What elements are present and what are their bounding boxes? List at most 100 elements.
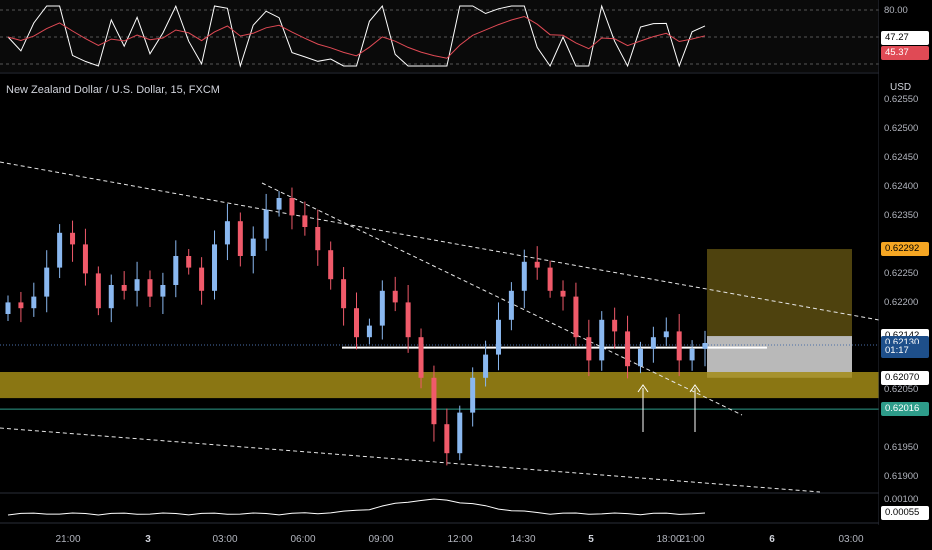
candle-body (328, 250, 334, 280)
candle-body (431, 377, 437, 425)
price-tag: 0.62292 (881, 242, 929, 257)
candle-body (173, 256, 179, 285)
candle-body (134, 279, 140, 291)
rsi-top-label: 80.00 (884, 5, 908, 16)
candle-body (224, 221, 230, 245)
candle-body (276, 198, 282, 210)
time-axis-label: 03:00 (212, 534, 238, 545)
candle-body (82, 244, 88, 274)
time-axis-label: 18:00 (656, 534, 682, 545)
time-axis-label: 12:00 (447, 534, 473, 545)
position-stop-zone[interactable] (707, 336, 852, 378)
symbol-title: New Zealand Dollar / U.S. Dollar, 15, FX… (6, 84, 220, 96)
time-axis-label: 03:00 (838, 534, 864, 545)
candle-body (650, 337, 656, 349)
candle-body (573, 296, 579, 338)
rsi-value-tag: 47.27 (881, 31, 929, 45)
candle-body (483, 354, 489, 378)
position-target-zone[interactable] (707, 249, 852, 337)
candle-body (250, 238, 256, 256)
rsi-ma-tag: 45.37 (881, 46, 929, 60)
candle-body (599, 319, 605, 361)
price-axis-label: 0.62250 (884, 268, 919, 280)
trendline-upper[interactable] (0, 161, 880, 321)
candle-body (625, 331, 631, 367)
candle-body (95, 273, 101, 309)
bottom-indicator-tag: 0.00055 (881, 506, 929, 520)
price-pane (0, 161, 880, 493)
time-axis-label: 5 (588, 534, 594, 545)
time-axis-label: 21:00 (679, 534, 705, 545)
candle-body (676, 331, 682, 361)
time-axis-label: 06:00 (290, 534, 316, 545)
price-axis-label: 0.61950 (884, 442, 919, 454)
price-axis-label: 0.61900 (884, 471, 919, 483)
candle-body (689, 348, 695, 361)
candle-body (547, 267, 553, 291)
candle-body (315, 227, 321, 251)
arrow-up-2[interactable] (689, 384, 701, 432)
trendline-diagonal[interactable] (261, 182, 743, 416)
candle-body (212, 244, 218, 291)
candle-body (289, 198, 295, 216)
candle-body (560, 290, 566, 297)
rsi-pane (0, 0, 879, 72)
candle-body (70, 232, 76, 245)
price-axis-label: 0.62400 (884, 181, 919, 193)
candle-body (612, 319, 618, 332)
candle-body (405, 302, 411, 338)
candle-body (586, 337, 592, 361)
candle-body (341, 279, 347, 309)
candle-body (108, 285, 114, 309)
candle-body (237, 221, 243, 256)
candle-body (637, 348, 643, 367)
candle-body (392, 290, 398, 303)
candle-body (44, 267, 50, 297)
trendline-lower[interactable] (0, 427, 821, 493)
price-axis-label: 0.62050 (884, 384, 919, 396)
currency-label: USD (890, 82, 912, 93)
candle-body (495, 319, 501, 355)
candle-body (379, 290, 385, 326)
candle-body (444, 424, 450, 454)
candle-body (354, 308, 359, 338)
candle-body (418, 337, 424, 378)
candle-body (663, 331, 669, 338)
rsi-ma-line (7, 15, 706, 59)
candle-body (121, 285, 127, 291)
candle-body (57, 232, 63, 268)
candle-body (457, 412, 463, 454)
price-tag: 0.62070 (881, 370, 929, 385)
candle-body (302, 215, 308, 227)
rsi-line (7, 4, 706, 68)
price-tag: 01:17 (881, 343, 929, 358)
price-tag: 0.62016 (881, 402, 929, 417)
candle-body (5, 302, 11, 314)
time-axis-label: 14:30 (510, 534, 536, 545)
price-axis-label: 0.62350 (884, 210, 919, 222)
candle-body (366, 325, 372, 338)
time-axis-label: 3 (145, 534, 151, 545)
arrow-up-1[interactable] (637, 384, 649, 432)
candle-body (534, 261, 540, 268)
price-axis-label: 0.62500 (884, 123, 919, 135)
bottom-axis-label: 0.00100 (884, 494, 919, 505)
candle-body (147, 279, 153, 297)
candle-body (18, 302, 24, 309)
candle-body (186, 256, 192, 268)
price-axis-label: 0.62450 (884, 152, 919, 164)
candle-body (702, 343, 708, 349)
candle-body (31, 296, 37, 309)
candle-body (160, 285, 166, 297)
candle-body (263, 209, 269, 239)
price-axis-label: 0.62200 (884, 297, 919, 309)
candle-body (508, 290, 514, 320)
candles-group (5, 187, 708, 466)
time-axis-label: 21:00 (55, 534, 81, 545)
candle-body (199, 267, 205, 291)
time-axis-label: 6 (769, 534, 775, 545)
price-axis[interactable] (879, 0, 932, 525)
support-zone[interactable] (0, 372, 879, 399)
candle-body (470, 377, 476, 413)
